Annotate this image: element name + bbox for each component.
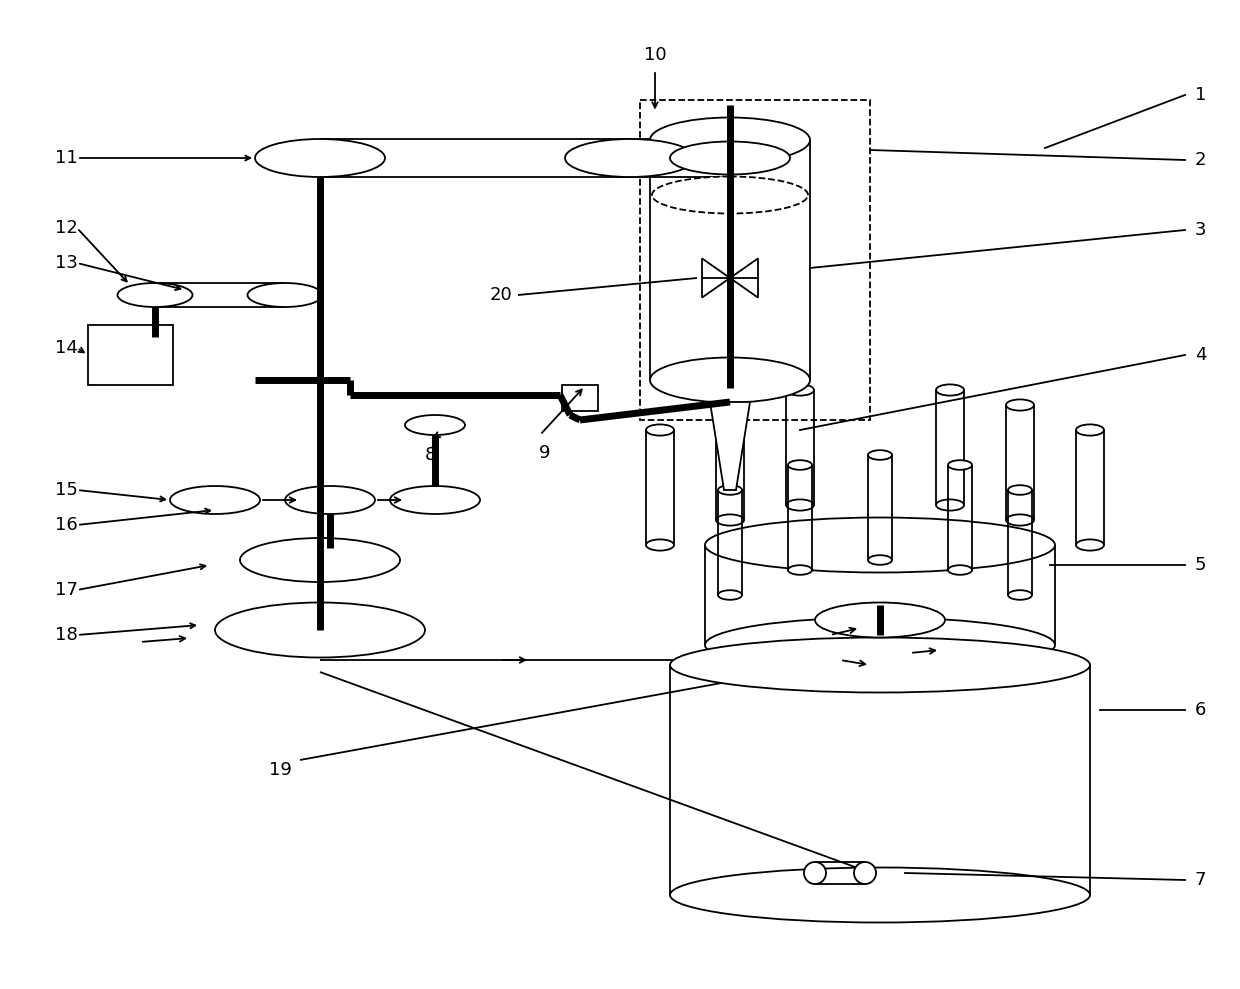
Ellipse shape xyxy=(786,385,813,396)
Ellipse shape xyxy=(391,486,480,514)
Text: 19: 19 xyxy=(269,761,291,779)
Ellipse shape xyxy=(706,617,1055,673)
Ellipse shape xyxy=(1006,514,1034,525)
Ellipse shape xyxy=(815,602,945,638)
Ellipse shape xyxy=(170,486,260,514)
Ellipse shape xyxy=(868,555,892,565)
Ellipse shape xyxy=(652,176,808,214)
Text: 5: 5 xyxy=(1195,556,1207,574)
Ellipse shape xyxy=(1076,539,1104,551)
Ellipse shape xyxy=(706,517,1055,573)
Ellipse shape xyxy=(787,565,812,575)
Text: 3: 3 xyxy=(1195,221,1207,239)
Text: 11: 11 xyxy=(55,149,78,167)
Text: 13: 13 xyxy=(55,254,78,272)
Ellipse shape xyxy=(241,538,401,582)
Ellipse shape xyxy=(1076,424,1104,435)
Ellipse shape xyxy=(650,118,810,162)
Bar xyxy=(562,385,598,411)
Text: 15: 15 xyxy=(55,481,78,499)
Ellipse shape xyxy=(650,357,810,403)
Ellipse shape xyxy=(1006,400,1034,410)
Text: 14: 14 xyxy=(55,339,78,357)
Ellipse shape xyxy=(868,450,892,460)
Ellipse shape xyxy=(1008,590,1032,599)
Text: 4: 4 xyxy=(1195,346,1207,364)
Ellipse shape xyxy=(670,638,1090,692)
Text: 2: 2 xyxy=(1195,151,1207,169)
Ellipse shape xyxy=(804,862,826,884)
Ellipse shape xyxy=(255,139,384,177)
Ellipse shape xyxy=(285,486,374,514)
Polygon shape xyxy=(711,402,750,490)
Ellipse shape xyxy=(405,415,465,435)
Text: 17: 17 xyxy=(55,581,78,599)
Text: 12: 12 xyxy=(55,219,78,237)
Ellipse shape xyxy=(715,514,744,525)
Ellipse shape xyxy=(949,460,972,470)
Ellipse shape xyxy=(118,283,192,307)
Ellipse shape xyxy=(936,499,963,510)
Ellipse shape xyxy=(936,385,963,396)
Text: 8: 8 xyxy=(424,446,435,464)
Ellipse shape xyxy=(565,139,694,177)
Text: 7: 7 xyxy=(1195,871,1207,889)
Ellipse shape xyxy=(248,283,322,307)
Ellipse shape xyxy=(215,602,425,658)
Ellipse shape xyxy=(787,460,812,470)
Ellipse shape xyxy=(670,867,1090,923)
Text: 10: 10 xyxy=(644,46,666,64)
Ellipse shape xyxy=(646,539,675,551)
Ellipse shape xyxy=(786,499,813,510)
Ellipse shape xyxy=(1008,486,1032,494)
Ellipse shape xyxy=(670,141,790,174)
Text: 18: 18 xyxy=(55,626,78,644)
Ellipse shape xyxy=(646,424,675,435)
Text: 9: 9 xyxy=(539,444,551,462)
Text: 16: 16 xyxy=(55,516,78,534)
Ellipse shape xyxy=(715,400,744,410)
Bar xyxy=(640,100,870,420)
Ellipse shape xyxy=(718,590,742,599)
Ellipse shape xyxy=(718,486,742,494)
Text: 20: 20 xyxy=(490,286,513,304)
Ellipse shape xyxy=(854,862,875,884)
Bar xyxy=(88,325,174,385)
Text: 1: 1 xyxy=(1195,86,1207,104)
Text: 6: 6 xyxy=(1195,701,1207,719)
Ellipse shape xyxy=(949,565,972,575)
